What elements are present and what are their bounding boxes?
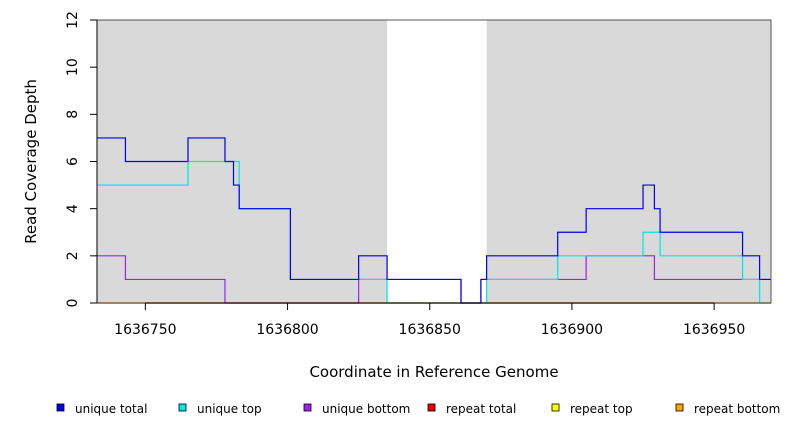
legend-swatch <box>675 403 684 412</box>
y-tick-label: 0 <box>65 299 81 308</box>
y-tick-label: 8 <box>65 110 81 119</box>
y-axis-title: Read Coverage Depth <box>22 79 40 244</box>
legend-item-unique-total: unique total <box>56 402 147 416</box>
x-tick-label: 1636750 <box>114 322 176 338</box>
legend-label: unique bottom <box>322 402 410 416</box>
legend-item-repeat-top: repeat top <box>551 402 633 416</box>
legend-label: unique top <box>197 402 262 416</box>
legend-swatch <box>551 403 560 412</box>
legend-item-repeat-total: repeat total <box>427 402 516 416</box>
legend-item-repeat-bottom: repeat bottom <box>675 402 780 416</box>
legend-swatch <box>56 403 65 412</box>
y-tick-label: 6 <box>65 157 81 166</box>
y-tick-label: 10 <box>65 58 81 76</box>
legend-swatch <box>178 403 187 412</box>
y-tick-label: 2 <box>65 251 81 260</box>
y-tick-label: 12 <box>65 11 81 29</box>
legend-label: repeat total <box>446 402 516 416</box>
legend-label: unique total <box>75 402 147 416</box>
x-tick-label: 1636850 <box>399 322 461 338</box>
legend-item-unique-top: unique top <box>178 402 262 416</box>
legend-swatch <box>427 403 436 412</box>
legend-label: repeat top <box>570 402 633 416</box>
shaded-region-1 <box>486 20 771 303</box>
axes: 1636750 1636800 1636850 1636900 1636950 0 2 4 6 8… <box>65 11 745 338</box>
legend-swatch <box>303 403 312 412</box>
x-tick-label: 1636950 <box>683 322 745 338</box>
legend-item-unique-bottom: unique bottom <box>303 402 410 416</box>
shaded-regions <box>97 20 771 303</box>
x-tick-label: 1636900 <box>541 322 603 338</box>
y-tick-label: 4 <box>65 204 81 213</box>
legend: unique total unique top unique bottom repea… <box>56 402 780 416</box>
x-tick-label: 1636800 <box>256 322 318 338</box>
legend-label: repeat bottom <box>694 402 780 416</box>
x-axis-title: Coordinate in Reference Genome <box>309 363 558 381</box>
